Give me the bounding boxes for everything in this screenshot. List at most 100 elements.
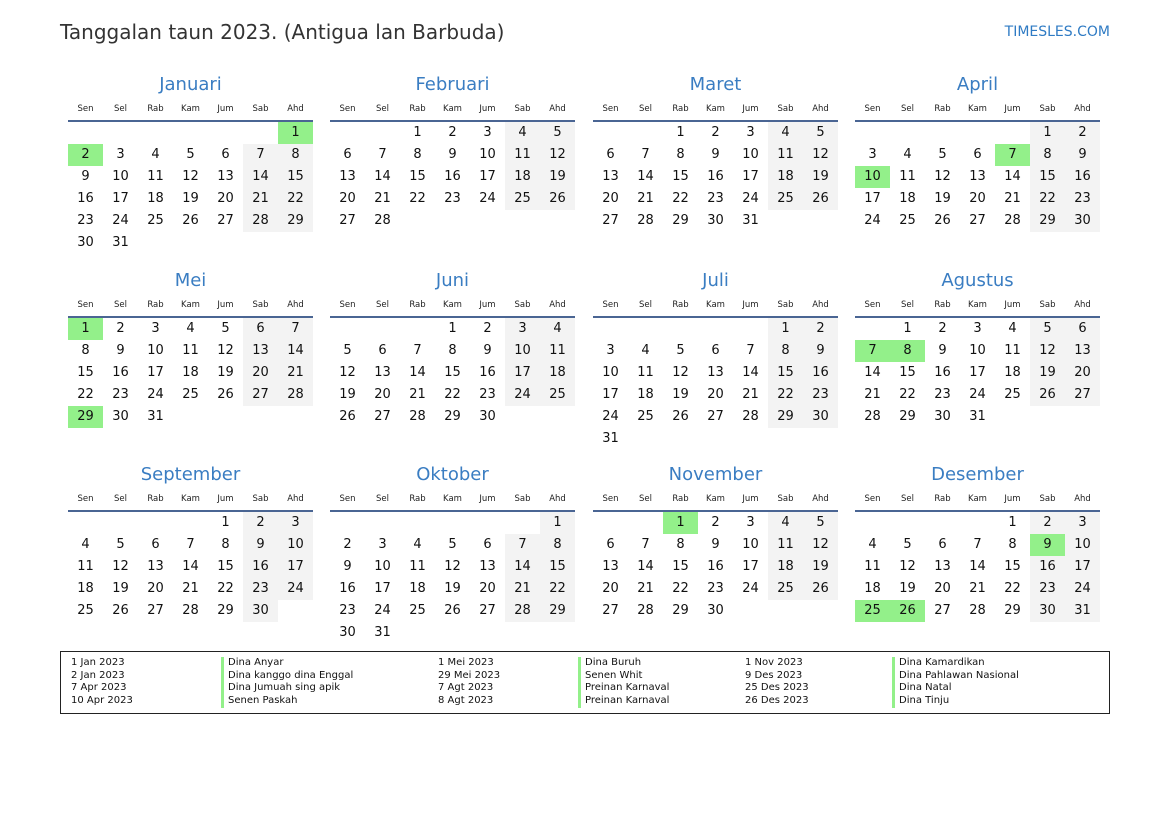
day[interactable]: 12 [540, 144, 575, 166]
day[interactable]: 19 [182, 191, 199, 206]
day[interactable]: 4 [186, 321, 195, 336]
day[interactable]: 7 [413, 343, 422, 358]
day[interactable]: 19 [540, 166, 575, 188]
day[interactable]: 2 [1030, 512, 1065, 534]
day[interactable]: 31 [742, 213, 759, 228]
day[interactable]: 25 [147, 213, 164, 228]
day[interactable]: 19 [672, 387, 689, 402]
day[interactable]: 24 [505, 384, 540, 406]
day[interactable]: 21 [505, 578, 540, 600]
day[interactable]: 31 [374, 625, 391, 640]
day[interactable]: 4 [768, 122, 803, 144]
day[interactable]: 16 [112, 365, 129, 380]
day[interactable]: 12 [182, 169, 199, 184]
day[interactable]: 24 [864, 213, 881, 228]
day[interactable]: 21 [637, 191, 654, 206]
day[interactable]: 28 [374, 213, 391, 228]
day[interactable]: 2 [803, 318, 838, 340]
day[interactable]: 24 [742, 581, 759, 596]
day[interactable]: 25 [540, 384, 575, 406]
day[interactable]: 1 [1008, 515, 1017, 530]
day[interactable]: 14 [969, 559, 986, 574]
day[interactable]: 25 [409, 603, 426, 618]
day[interactable]: 9 [711, 147, 720, 162]
day[interactable]: 25 [768, 578, 803, 600]
day[interactable]: 10 [505, 340, 540, 362]
day[interactable]: 7 [186, 537, 195, 552]
day[interactable]: 11 [182, 343, 199, 358]
day[interactable]: 16 [707, 559, 724, 574]
day[interactable]: 18 [768, 556, 803, 578]
day[interactable]: 4 [903, 147, 912, 162]
holiday-day[interactable]: 26 [890, 600, 925, 622]
day[interactable]: 22 [217, 581, 234, 596]
day[interactable]: 23 [339, 603, 356, 618]
day[interactable]: 29 [1004, 603, 1021, 618]
day[interactable]: 10 [602, 365, 619, 380]
day[interactable]: 2 [483, 321, 492, 336]
day[interactable]: 3 [278, 512, 313, 534]
day[interactable]: 19 [112, 581, 129, 596]
day[interactable]: 10 [112, 169, 129, 184]
day[interactable]: 18 [1004, 365, 1021, 380]
day[interactable]: 21 [1004, 191, 1021, 206]
day[interactable]: 10 [278, 534, 313, 556]
day[interactable]: 27 [217, 213, 234, 228]
day[interactable]: 19 [899, 581, 916, 596]
day[interactable]: 10 [969, 343, 986, 358]
day[interactable]: 18 [182, 365, 199, 380]
day[interactable]: 4 [413, 537, 422, 552]
holiday-day[interactable]: 2 [68, 144, 103, 166]
day[interactable]: 14 [182, 559, 199, 574]
day[interactable]: 11 [899, 169, 916, 184]
day[interactable]: 28 [278, 384, 313, 406]
day[interactable]: 21 [637, 581, 654, 596]
day[interactable]: 13 [217, 169, 234, 184]
day[interactable]: 15 [1030, 166, 1065, 188]
day[interactable]: 13 [374, 365, 391, 380]
day[interactable]: 30 [339, 625, 356, 640]
day[interactable]: 6 [606, 537, 615, 552]
day[interactable]: 5 [540, 122, 575, 144]
day[interactable]: 13 [602, 169, 619, 184]
day[interactable]: 29 [672, 603, 689, 618]
day[interactable]: 7 [378, 147, 387, 162]
day[interactable]: 12 [672, 365, 689, 380]
day[interactable]: 2 [448, 125, 457, 140]
day[interactable]: 12 [803, 534, 838, 556]
day[interactable]: 6 [973, 147, 982, 162]
day[interactable]: 6 [378, 343, 387, 358]
day[interactable]: 17 [278, 556, 313, 578]
day[interactable]: 21 [182, 581, 199, 596]
day[interactable]: 20 [479, 581, 496, 596]
day[interactable]: 27 [934, 603, 951, 618]
day[interactable]: 24 [969, 387, 986, 402]
day[interactable]: 13 [969, 169, 986, 184]
day[interactable]: 3 [483, 125, 492, 140]
day[interactable]: 19 [1030, 362, 1065, 384]
day[interactable]: 26 [339, 409, 356, 424]
day[interactable]: 18 [540, 362, 575, 384]
day[interactable]: 17 [742, 169, 759, 184]
day[interactable]: 19 [803, 556, 838, 578]
day[interactable]: 15 [444, 365, 461, 380]
day[interactable]: 16 [1065, 166, 1100, 188]
day[interactable]: 3 [868, 147, 877, 162]
day[interactable]: 31 [147, 409, 164, 424]
day[interactable]: 15 [899, 365, 916, 380]
day[interactable]: 15 [540, 556, 575, 578]
day[interactable]: 9 [243, 534, 278, 556]
day[interactable]: 2 [343, 537, 352, 552]
holiday-day[interactable]: 1 [68, 318, 103, 340]
day[interactable]: 30 [707, 603, 724, 618]
day[interactable]: 16 [707, 169, 724, 184]
day[interactable]: 1 [540, 512, 575, 534]
day[interactable]: 26 [540, 188, 575, 210]
day[interactable]: 20 [217, 191, 234, 206]
day[interactable]: 16 [1030, 556, 1065, 578]
day[interactable]: 16 [243, 556, 278, 578]
day[interactable]: 29 [278, 210, 313, 232]
day[interactable]: 14 [637, 169, 654, 184]
day[interactable]: 17 [969, 365, 986, 380]
day[interactable]: 23 [707, 191, 724, 206]
